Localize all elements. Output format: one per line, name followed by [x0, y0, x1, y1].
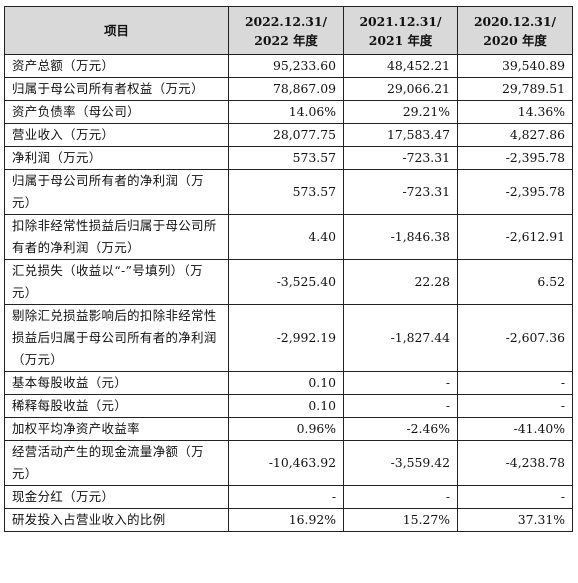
row-value: 6.52 — [457, 259, 573, 305]
table-row: 研发投入占营业收入的比例 16.92% 15.27% 37.31% — [4, 508, 573, 532]
row-label: 基本每股收益（元） — [4, 371, 229, 395]
row-value: - — [457, 485, 573, 509]
row-value: 17,583.47 — [343, 123, 458, 147]
row-label: 营业收入（万元） — [4, 123, 229, 147]
header-2021: 2021.12.31/ 2021 年度 — [343, 6, 458, 55]
row-value: -723.31 — [343, 146, 458, 170]
row-value: -2,395.78 — [457, 169, 573, 215]
row-value: 29,066.21 — [343, 77, 458, 101]
row-value: -2,992.19 — [228, 304, 344, 372]
table-row: 归属于母公司所有者权益（万元） 78,867.09 29,066.21 29,789.… — [4, 77, 573, 101]
table-row: 资产负债率（母公司） 14.06% 29.21% 14.36% — [4, 100, 573, 124]
row-value: 16.92% — [228, 508, 344, 532]
row-label: 剔除汇兑损益影响后的扣除非经常性损益后归属于母公司所有者的净利润（万元） — [4, 304, 229, 372]
row-value: 14.06% — [228, 100, 344, 124]
row-value: 0.10 — [228, 371, 344, 395]
row-value: - — [228, 485, 344, 509]
header-item: 项目 — [4, 6, 229, 55]
row-value: 78,867.09 — [228, 77, 344, 101]
row-label: 加权平均净资产收益率 — [4, 417, 229, 441]
row-label: 现金分红（万元） — [4, 485, 229, 509]
table-row: 净利润（万元） 573.57 -723.31 -2,395.78 — [4, 146, 573, 170]
row-value: 4.40 — [228, 214, 344, 260]
row-value: 29,789.51 — [457, 77, 573, 101]
table-row: 加权平均净资产收益率 0.96% -2.46% -41.40% — [4, 417, 573, 441]
row-value: 39,540.89 — [457, 54, 573, 78]
row-value: -3,525.40 — [228, 259, 344, 305]
row-value: -2.46% — [343, 417, 458, 441]
table-row: 扣除非经常性损益后归属于母公司所有者的净利润（万元） 4.40 -1,846.38-… — [4, 214, 573, 260]
row-label: 汇兑损失（收益以“-”号填列）（万元） — [4, 259, 229, 305]
row-label: 扣除非经常性损益后归属于母公司所有者的净利润（万元） — [4, 214, 229, 260]
row-value: -2,395.78 — [457, 146, 573, 170]
table-row: 汇兑损失（收益以“-”号填列）（万元） -3,525.40 22.28 6.52 — [4, 259, 573, 305]
row-value: -4,238.78 — [457, 440, 573, 486]
row-value: - — [343, 485, 458, 509]
row-value: -1,846.38 — [343, 214, 458, 260]
row-value: 573.57 — [228, 169, 344, 215]
row-value: 48,452.21 — [343, 54, 458, 78]
row-value: 4,827.86 — [457, 123, 573, 147]
row-value: -1,827.44 — [343, 304, 458, 372]
row-value: 14.36% — [457, 100, 573, 124]
table-row: 资产总额（万元） 95,233.60 48,452.21 39,540.89 — [4, 54, 573, 78]
row-value: 37.31% — [457, 508, 573, 532]
table-row: 现金分红（万元） - - - — [4, 485, 573, 509]
row-value: 573.57 — [228, 146, 344, 170]
row-value: - — [343, 371, 458, 395]
row-value: -2,612.91 — [457, 214, 573, 260]
table-row: 营业收入（万元） 28,077.75 17,583.47 4,827.86 — [4, 123, 573, 147]
row-label: 归属于母公司所有者权益（万元） — [4, 77, 229, 101]
row-value: 22.28 — [343, 259, 458, 305]
row-value: 29.21% — [343, 100, 458, 124]
row-value: - — [457, 394, 573, 418]
row-value: -2,607.36 — [457, 304, 573, 372]
row-label: 归属于母公司所有者的净利润（万元） — [4, 169, 229, 215]
table-row: 稀释每股收益（元） 0.10- - — [4, 394, 573, 418]
financial-data-table: 项目 2022.12.31/ 2022 年度 2021.12.31/ 2021 … — [4, 6, 573, 532]
header-2020: 2020.12.31/ 2020 年度 — [457, 6, 573, 55]
row-label: 资产总额（万元） — [4, 54, 229, 78]
header-2022: 2022.12.31/ 2022 年度 — [228, 6, 344, 55]
row-value: - — [457, 371, 573, 395]
row-label: 研发投入占营业收入的比例 — [4, 508, 229, 532]
row-label: 稀释每股收益（元） — [4, 394, 229, 418]
row-value: 15.27% — [343, 508, 458, 532]
table-row: 经营活动产生的现金流量净额（万元） -10,463.92 -3,559.42 -4,2… — [4, 440, 573, 486]
row-value: 0.10 — [228, 394, 344, 418]
table-row: 基本每股收益（元） 0.10- - — [4, 371, 573, 395]
row-value: - — [343, 394, 458, 418]
row-value: -41.40% — [457, 417, 573, 441]
table-row: 剔除汇兑损益影响后的扣除非经常性损益后归属于母公司所有者的净利润（万元） -2,9… — [4, 304, 573, 372]
row-value: -10,463.92 — [228, 440, 344, 486]
row-value: 28,077.75 — [228, 123, 344, 147]
row-label: 经营活动产生的现金流量净额（万元） — [4, 440, 229, 486]
table-row: 归属于母公司所有者的净利润（万元） 573.57 -723.31 -2,395.78 — [4, 169, 573, 215]
row-value: -723.31 — [343, 169, 458, 215]
row-label: 净利润（万元） — [4, 146, 229, 170]
row-label: 资产负债率（母公司） — [4, 100, 229, 124]
row-value: 95,233.60 — [228, 54, 344, 78]
row-value: 0.96% — [228, 417, 344, 441]
table-header-row: 项目 2022.12.31/ 2022 年度 2021.12.31/ 2021 … — [4, 6, 573, 55]
row-value: -3,559.42 — [343, 440, 458, 486]
